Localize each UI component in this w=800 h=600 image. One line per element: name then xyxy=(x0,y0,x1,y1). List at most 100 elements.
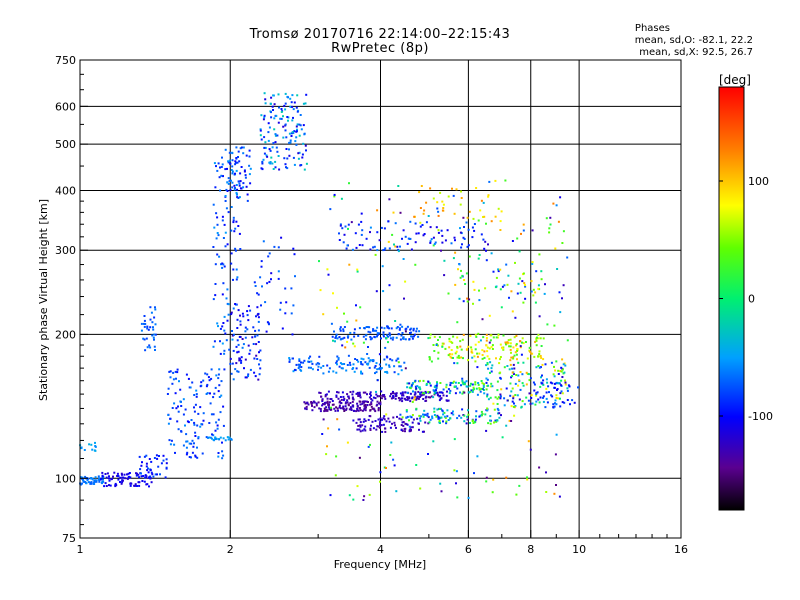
data-point xyxy=(461,379,464,382)
data-point xyxy=(514,261,516,264)
data-point xyxy=(326,409,329,412)
data-point xyxy=(401,421,404,424)
data-point xyxy=(244,336,247,339)
data-point xyxy=(529,377,532,380)
data-point xyxy=(553,375,556,378)
data-point xyxy=(115,484,118,487)
chart-subtitle: RwPretec (8p) xyxy=(331,41,429,56)
data-point xyxy=(126,477,129,480)
data-point xyxy=(515,493,518,496)
data-point xyxy=(471,356,474,359)
data-point xyxy=(351,248,354,251)
data-point xyxy=(293,101,296,104)
data-point xyxy=(360,357,363,360)
data-point xyxy=(427,422,430,425)
data-point xyxy=(145,337,148,340)
data-point xyxy=(284,108,287,111)
data-point xyxy=(299,114,302,116)
data-point xyxy=(155,454,158,457)
data-point xyxy=(379,417,382,420)
data-point xyxy=(439,382,442,384)
data-point xyxy=(257,293,260,296)
data-point xyxy=(497,409,500,412)
data-point xyxy=(422,398,425,400)
data-point xyxy=(437,344,439,347)
data-point xyxy=(419,487,422,490)
data-point xyxy=(218,176,221,179)
data-point xyxy=(337,397,340,400)
data-point xyxy=(480,199,483,202)
data-point xyxy=(409,332,411,334)
data-point xyxy=(563,371,566,374)
data-point xyxy=(447,388,450,391)
data-point xyxy=(545,491,548,493)
data-point xyxy=(380,337,382,340)
data-point xyxy=(162,454,165,457)
data-point xyxy=(217,377,220,380)
data-point xyxy=(138,481,141,484)
data-point xyxy=(369,393,372,395)
data-point xyxy=(425,201,428,204)
data-point xyxy=(324,401,327,404)
data-point xyxy=(328,401,331,404)
data-point xyxy=(242,343,245,346)
data-point xyxy=(302,361,305,364)
data-point xyxy=(290,312,293,315)
data-point xyxy=(311,362,314,365)
data-point xyxy=(325,406,328,409)
data-point xyxy=(218,384,221,387)
data-point xyxy=(286,157,289,160)
data-point xyxy=(150,311,153,314)
data-point xyxy=(454,392,457,395)
data-point xyxy=(383,415,386,418)
data-point xyxy=(384,247,387,250)
data-point xyxy=(366,353,369,355)
data-point xyxy=(488,341,491,344)
data-point xyxy=(146,325,149,328)
data-point xyxy=(267,255,270,258)
data-point xyxy=(372,246,375,249)
data-point xyxy=(143,480,146,483)
data-point xyxy=(486,346,489,349)
data-point xyxy=(511,310,514,313)
data-point xyxy=(438,420,441,422)
data-point xyxy=(404,330,407,333)
data-point xyxy=(459,391,461,394)
data-point xyxy=(254,335,257,338)
data-point xyxy=(540,382,543,385)
data-point xyxy=(356,268,359,271)
data-point xyxy=(373,366,376,369)
data-point xyxy=(217,373,220,376)
data-point xyxy=(473,472,475,475)
data-point xyxy=(351,400,354,403)
data-point xyxy=(462,216,465,219)
data-point xyxy=(331,403,334,406)
data-point xyxy=(451,381,454,384)
data-point xyxy=(554,369,557,372)
data-point xyxy=(355,392,358,395)
data-point xyxy=(222,263,225,266)
data-point xyxy=(519,291,522,294)
data-point xyxy=(246,199,249,202)
data-point xyxy=(447,419,450,421)
data-point xyxy=(234,303,237,305)
data-point xyxy=(345,247,348,250)
data-point xyxy=(411,414,414,416)
data-point xyxy=(514,394,517,396)
data-point xyxy=(397,248,400,251)
data-point xyxy=(246,310,249,313)
data-point xyxy=(219,189,222,192)
data-point xyxy=(332,292,334,295)
data-point xyxy=(540,270,543,273)
data-point xyxy=(399,338,402,341)
data-point xyxy=(376,332,379,335)
data-point xyxy=(233,188,236,191)
data-point xyxy=(497,268,500,271)
data-point xyxy=(143,322,145,325)
data-point xyxy=(482,201,485,204)
data-point xyxy=(535,344,538,347)
data-point xyxy=(272,168,275,170)
data-point xyxy=(486,350,489,353)
data-point xyxy=(345,369,348,372)
data-point xyxy=(479,390,482,393)
